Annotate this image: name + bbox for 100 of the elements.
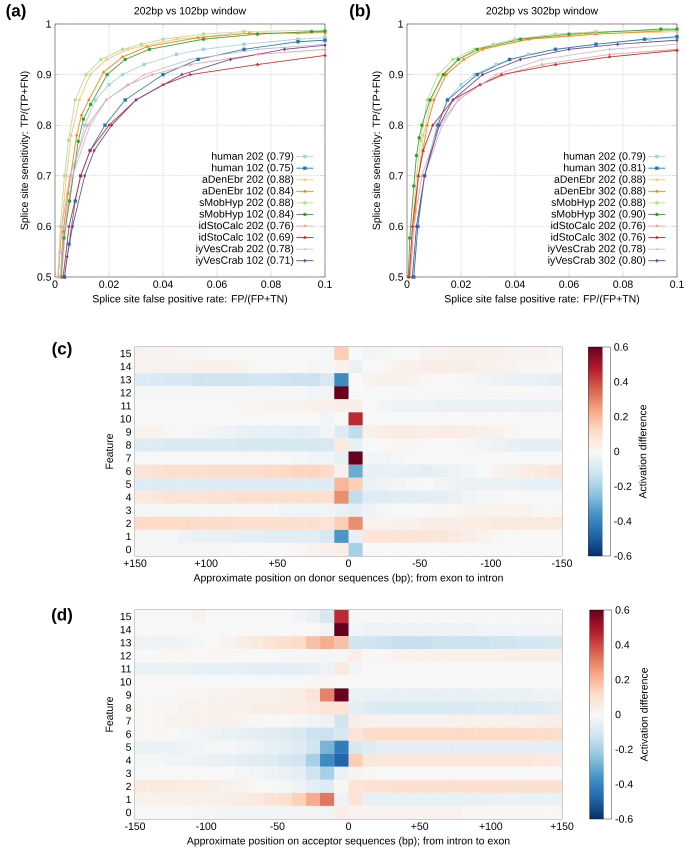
color-bar-label: 0.2 (616, 676, 630, 684)
legend-label: iyVesCrab 202 (0.78) (548, 244, 646, 254)
x-tick-label: +150 (550, 822, 574, 830)
y-tick-label: 0.6 (37, 222, 52, 230)
y-tick-label: 0 (126, 808, 132, 816)
legend-label: human 202 (0.79) (564, 152, 646, 162)
y-tick-label: 14 (120, 363, 132, 370)
color-bar-label: 0 (616, 710, 621, 718)
x-tick-label: +150 (124, 560, 146, 567)
x-axis-title: Splice site false positive rate: FP/(FP+TN) (444, 294, 640, 305)
legend-label: idStoCalc 202 (0.76) (551, 221, 646, 232)
y-tick-label: 8 (126, 441, 132, 449)
y-tick-label: 8 (126, 704, 132, 712)
y-tick-label: 0.8 (37, 122, 52, 129)
y-tick-label: 0.9 (389, 70, 403, 78)
y-tick-label: 11 (121, 402, 131, 410)
x-tick-label: +100 (480, 822, 502, 830)
color-bar-label: -0.4 (614, 517, 632, 525)
y-axis-title: Splice site sensitivity: TP/(TP+FN) (372, 71, 382, 230)
color-bar-label: 0.6 (614, 343, 628, 351)
y-tick-label: 0.9 (37, 70, 51, 78)
x-tick-label: +50 (411, 822, 428, 830)
y-tick-label: 1 (398, 20, 403, 28)
y-tick-label: 0.8 (389, 122, 404, 129)
x-tick-label: -100 (480, 560, 501, 567)
y-tick-label: 3 (126, 770, 132, 777)
y-tick-label: 9 (126, 691, 131, 699)
color-bar-label: 0.4 (614, 378, 628, 386)
y-tick-label: 6 (126, 467, 132, 475)
text: (d) (52, 608, 72, 624)
y-axis-title: Feature (106, 434, 114, 469)
legend-label: sMobHyp 302 (0.90) (551, 210, 646, 220)
y-tick-label: 1 (46, 20, 51, 28)
x-axis-title: Approximate position on acceptor sequences (bp); from intron to exon (186, 836, 510, 847)
y-tick-label: 0.5 (37, 273, 52, 281)
color-bar-label: -0.6 (614, 552, 632, 560)
legend-label: aDenEbr 302 (0.88) (554, 186, 646, 197)
legend-label: human 102 (0.75) (212, 164, 294, 174)
x-tick-label: 0.02 (99, 280, 119, 288)
y-tick-label: 11 (121, 665, 131, 672)
x-tick-label: 0.06 (207, 280, 227, 288)
y-axis-title: Feature (106, 696, 114, 732)
x-tick-label: -100 (196, 822, 216, 830)
y-tick-label: 7 (126, 454, 131, 462)
y-tick-label: 0.7 (389, 172, 403, 180)
legend-label: sMobHyp 202 (0.88) (551, 198, 646, 208)
x-tick-label: 0 (52, 280, 58, 288)
legend-label: aDenEbr 102 (0.84) (202, 186, 294, 197)
y-tick-label: 7 (126, 717, 131, 725)
color-bar-label: 0.4 (616, 641, 630, 649)
x-tick-label: 0 (346, 560, 351, 567)
y-tick-label: 13 (120, 376, 132, 384)
y-tick-label: 10 (120, 415, 132, 423)
x-tick-label: +100 (194, 560, 218, 567)
chart-title: 202bp vs 302bp window (486, 6, 598, 16)
legend-label: aDenEbr 202 (0.88) (202, 175, 294, 185)
y-tick-label: 0 (126, 546, 132, 554)
y-axis-title: Splice site sensitivity: TP/(TP+FN) (20, 71, 30, 230)
legend-label: idStoCalc 302 (0.76) (551, 233, 646, 243)
x-tick-label: 0.08 (613, 280, 633, 288)
y-tick-label: 0.7 (37, 172, 51, 180)
y-tick-label: 3 (126, 506, 132, 514)
y-tick-label: 4 (126, 494, 132, 501)
y-tick-label: 4 (126, 756, 132, 764)
chart-title: 202bp vs 102bp window (134, 6, 246, 16)
legend-label: human 302 (0.81) (564, 164, 646, 174)
text: (a) (6, 4, 26, 20)
text: (b) (350, 4, 370, 20)
x-tick-label: 0.1 (318, 280, 332, 288)
y-tick-label: 10 (120, 678, 132, 686)
y-tick-label: 2 (126, 782, 131, 790)
x-tick-label: -150 (125, 822, 146, 830)
x-tick-label: 0.06 (559, 280, 579, 288)
legend-label: sMobHyp 102 (0.84) (199, 210, 294, 220)
y-tick-label: 6 (126, 730, 132, 738)
color-bar-title: Activation difference (640, 668, 648, 762)
y-tick-label: 0.5 (389, 273, 404, 281)
x-tick-label: -50 (270, 822, 284, 830)
color-bar-label: -0.6 (616, 815, 633, 823)
y-tick-label: 14 (120, 626, 132, 634)
x-axis-title: Splice site false positive rate: FP/(FP+TN) (92, 294, 288, 305)
x-tick-label: 0.1 (670, 280, 684, 288)
y-tick-label: 1 (126, 796, 131, 804)
x-tick-label: 0 (346, 822, 351, 830)
x-tick-label: 0.04 (153, 280, 173, 288)
y-tick-label: 0.6 (389, 222, 404, 230)
color-bar-label: -0.2 (614, 482, 632, 490)
y-tick-label: 12 (120, 652, 131, 660)
x-axis-title: Approximate position on donor sequences (bp); from exon to intron (194, 574, 503, 584)
y-tick-label: 2 (126, 520, 131, 527)
color-bar-label: -0.4 (616, 780, 633, 788)
x-tick-label: 0.08 (261, 280, 281, 288)
y-tick-label: 5 (126, 480, 132, 488)
x-tick-label: 0.04 (505, 280, 525, 288)
color-bar-label: -0.2 (616, 746, 633, 754)
y-tick-label: 13 (120, 638, 132, 646)
color-bar-label: 0 (614, 448, 620, 456)
x-tick-label: 0.02 (451, 280, 471, 288)
legend-label: iyVesCrab 102 (0.71) (196, 256, 294, 266)
y-tick-label: 15 (120, 612, 132, 620)
